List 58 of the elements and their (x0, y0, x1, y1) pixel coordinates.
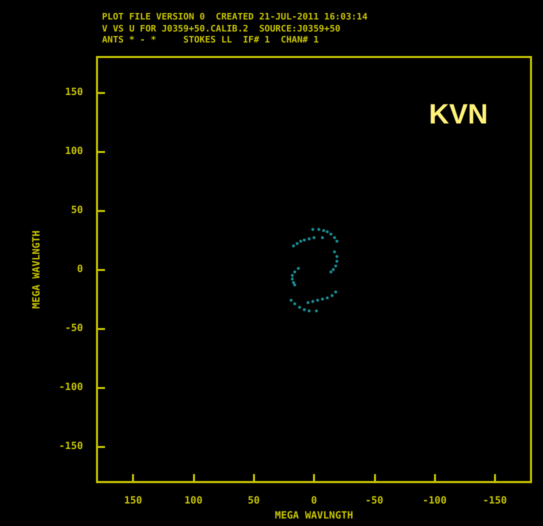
point (334, 264, 338, 268)
chart-subtitle: V VS U FOR J0359+50.CALIB.2 SOURCE:J0359+50 ANTS * - * STOKES LL IF# 1 CHAN# 1 (102, 24, 340, 46)
x-axis-title: MEGA WAVLNGTH (274, 510, 354, 522)
y-tick-label: -100 (58, 382, 83, 394)
point (320, 298, 324, 301)
point (308, 309, 311, 312)
point (330, 294, 334, 298)
point (293, 270, 296, 274)
y-tick-label: 0 (76, 264, 83, 276)
point (293, 302, 296, 306)
point (335, 255, 338, 258)
point (329, 232, 332, 236)
point (290, 274, 294, 277)
point (326, 230, 329, 234)
point (329, 270, 332, 274)
x-tick-label: 150 (124, 496, 142, 507)
point (334, 290, 338, 294)
y-tick-label: 100 (64, 146, 83, 157)
point (332, 250, 336, 254)
point (326, 296, 329, 300)
point (299, 240, 302, 243)
point (332, 236, 336, 240)
point (332, 268, 335, 272)
point (322, 229, 326, 232)
point (302, 308, 306, 312)
point (293, 283, 296, 286)
point (311, 228, 314, 231)
x-tick-label: -150 (482, 496, 507, 507)
point (320, 236, 324, 240)
point (314, 309, 318, 312)
y-tick-label: 150 (64, 86, 83, 98)
point (308, 237, 311, 240)
y-axis-title: MEGA WAVLNGTH (32, 230, 42, 309)
annotation: KVN (428, 98, 488, 130)
point (312, 236, 316, 240)
point (296, 242, 299, 246)
point (311, 300, 314, 303)
point (292, 281, 296, 284)
point (306, 301, 310, 304)
y-tick-label: -150 (58, 441, 83, 452)
point (292, 244, 296, 248)
x-tick-label: -50 (365, 496, 384, 507)
x-tick-label: 100 (184, 496, 202, 507)
point (335, 240, 338, 243)
y-tick-label: -50 (64, 323, 83, 334)
point (335, 260, 338, 263)
point (302, 238, 306, 242)
point (290, 298, 293, 302)
x-tick-label: 0 (310, 496, 318, 507)
chart-title: PLOT FILE VERSION 0 CREATED 21-JUL-2011 16:03:14 (102, 12, 368, 22)
x-tick-label: 50 (248, 496, 260, 507)
point (296, 266, 300, 270)
point (317, 228, 320, 231)
y-tick-label: 50 (70, 205, 83, 216)
x-tick-label: -100 (422, 496, 447, 507)
point (316, 298, 320, 302)
point (290, 277, 294, 280)
point (298, 306, 302, 309)
